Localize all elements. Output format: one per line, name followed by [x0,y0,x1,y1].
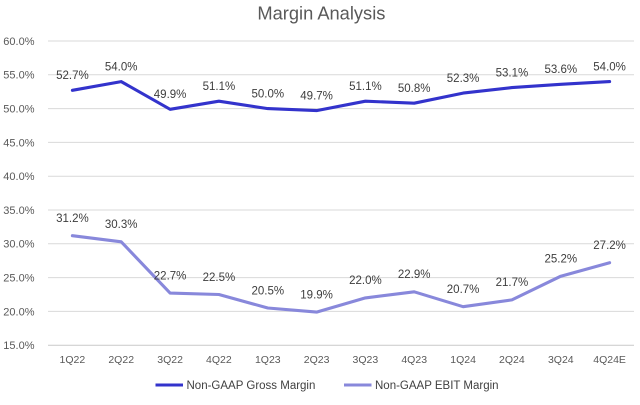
svg-text:40.0%: 40.0% [3,171,34,183]
svg-text:1Q24: 1Q24 [450,354,476,366]
svg-text:55.0%: 55.0% [3,70,34,82]
svg-text:31.2%: 31.2% [56,213,89,225]
svg-text:2Q23: 2Q23 [304,354,330,366]
svg-text:Non-GAAP Gross Margin: Non-GAAP Gross Margin [187,380,316,392]
svg-text:22.7%: 22.7% [154,270,187,282]
svg-text:27.2%: 27.2% [593,240,626,252]
svg-text:30.0%: 30.0% [3,239,34,251]
svg-text:20.0%: 20.0% [3,306,34,318]
svg-text:21.7%: 21.7% [496,277,529,289]
svg-text:Non-GAAP EBIT Margin: Non-GAAP EBIT Margin [375,380,499,392]
svg-text:3Q24: 3Q24 [548,354,574,366]
svg-text:4Q23: 4Q23 [401,354,427,366]
svg-text:15.0%: 15.0% [3,340,34,352]
svg-text:50.8%: 50.8% [398,83,431,95]
svg-text:1Q23: 1Q23 [255,354,281,366]
svg-text:22.0%: 22.0% [349,275,382,287]
svg-text:53.6%: 53.6% [544,64,577,76]
svg-text:4Q22: 4Q22 [206,354,232,366]
svg-text:30.3%: 30.3% [105,219,138,231]
svg-text:45.0%: 45.0% [3,137,34,149]
svg-text:25.2%: 25.2% [544,254,577,266]
svg-text:50.0%: 50.0% [3,104,34,116]
svg-text:4Q24E: 4Q24E [593,354,626,366]
svg-text:3Q23: 3Q23 [353,354,379,366]
svg-text:1Q22: 1Q22 [60,354,86,366]
svg-text:52.3%: 52.3% [447,73,480,85]
svg-text:60.0%: 60.0% [3,36,34,48]
svg-text:Margin Analysis: Margin Analysis [257,2,385,23]
svg-text:54.0%: 54.0% [105,61,138,73]
svg-text:2Q24: 2Q24 [499,354,525,366]
svg-text:53.1%: 53.1% [496,67,529,79]
svg-text:50.0%: 50.0% [251,88,284,100]
svg-text:25.0%: 25.0% [3,273,34,285]
svg-text:51.1%: 51.1% [349,81,382,93]
svg-text:22.5%: 22.5% [203,272,236,284]
svg-text:54.0%: 54.0% [593,61,626,73]
svg-text:49.7%: 49.7% [300,90,333,102]
svg-text:51.1%: 51.1% [203,81,236,93]
svg-text:20.5%: 20.5% [251,285,284,297]
svg-text:22.9%: 22.9% [398,269,431,281]
svg-text:52.7%: 52.7% [56,70,89,82]
svg-text:2Q22: 2Q22 [108,354,134,366]
svg-text:19.9%: 19.9% [300,289,333,301]
svg-text:3Q22: 3Q22 [157,354,183,366]
svg-text:35.0%: 35.0% [3,205,34,217]
svg-text:20.7%: 20.7% [447,284,480,296]
svg-text:49.9%: 49.9% [154,89,187,101]
